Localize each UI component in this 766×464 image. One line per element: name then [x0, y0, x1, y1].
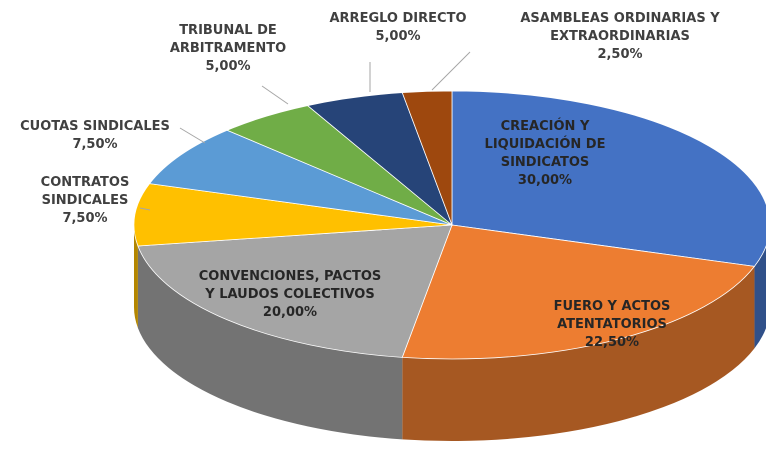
leader-line: [139, 207, 151, 211]
slice-side: [134, 225, 138, 328]
slice: [401, 224, 756, 360]
value-label: 20,00%: [262, 305, 318, 320]
data-label: FUERO Y ACTOS ATENTATORIOS 22,50%: [527, 298, 697, 352]
slice-side: [137, 245, 403, 440]
leader-line: [431, 51, 471, 91]
category-label: FUERO Y ACTOS ATENTATORIOS: [553, 299, 671, 332]
data-label: ARREGLO DIRECTO 5,00%: [318, 10, 478, 46]
slice: [401, 90, 453, 226]
value-label: 2,50%: [597, 47, 643, 62]
value-label: 30,00%: [517, 173, 573, 188]
data-label: CONVENCIONES, PACTOS Y LAUDOS COLECTIVOS…: [195, 268, 385, 322]
value-label: 7,50%: [72, 137, 118, 152]
slice: [133, 183, 453, 247]
slice-side: [754, 245, 766, 349]
category-label: ASAMBLEAS ORDINARIAS Y EXTRAORDINARIAS: [520, 11, 720, 44]
category-label: CREACIÓN Y LIQUIDACIÓN DE SINDICATOS: [484, 119, 606, 170]
leader-line: [179, 127, 206, 144]
category-label: CONTRATOS SINDICALES: [40, 175, 130, 208]
leader-line: [261, 85, 289, 105]
value-label: 7,50%: [62, 211, 108, 226]
category-label: TRIBUNAL DE ARBITRAMENTO: [169, 23, 287, 56]
data-label: CONTRATOS SINDICALES 7,50%: [20, 174, 150, 228]
slice: [137, 224, 453, 358]
data-label: CREACIÓN Y LIQUIDACIÓN DE SINDICATOS 30,0…: [460, 118, 630, 190]
value-label: 5,00%: [205, 59, 251, 74]
value-label: 22,50%: [584, 335, 640, 350]
slice: [451, 90, 766, 267]
category-label: ARREGLO DIRECTO: [329, 11, 467, 26]
data-label: CUOTAS SINDICALES 7,50%: [0, 118, 195, 154]
category-label: CONVENCIONES, PACTOS Y LAUDOS COLECTIVOS: [198, 269, 382, 302]
value-label: 5,00%: [375, 29, 421, 44]
category-label: CUOTAS SINDICALES: [20, 119, 170, 134]
data-label: ASAMBLEAS ORDINARIAS Y EXTRAORDINARIAS 2,…: [485, 10, 755, 64]
slice: [148, 129, 453, 226]
data-label: TRIBUNAL DE ARBITRAMENTO 5,00%: [153, 22, 303, 76]
slice-side: [402, 266, 755, 441]
